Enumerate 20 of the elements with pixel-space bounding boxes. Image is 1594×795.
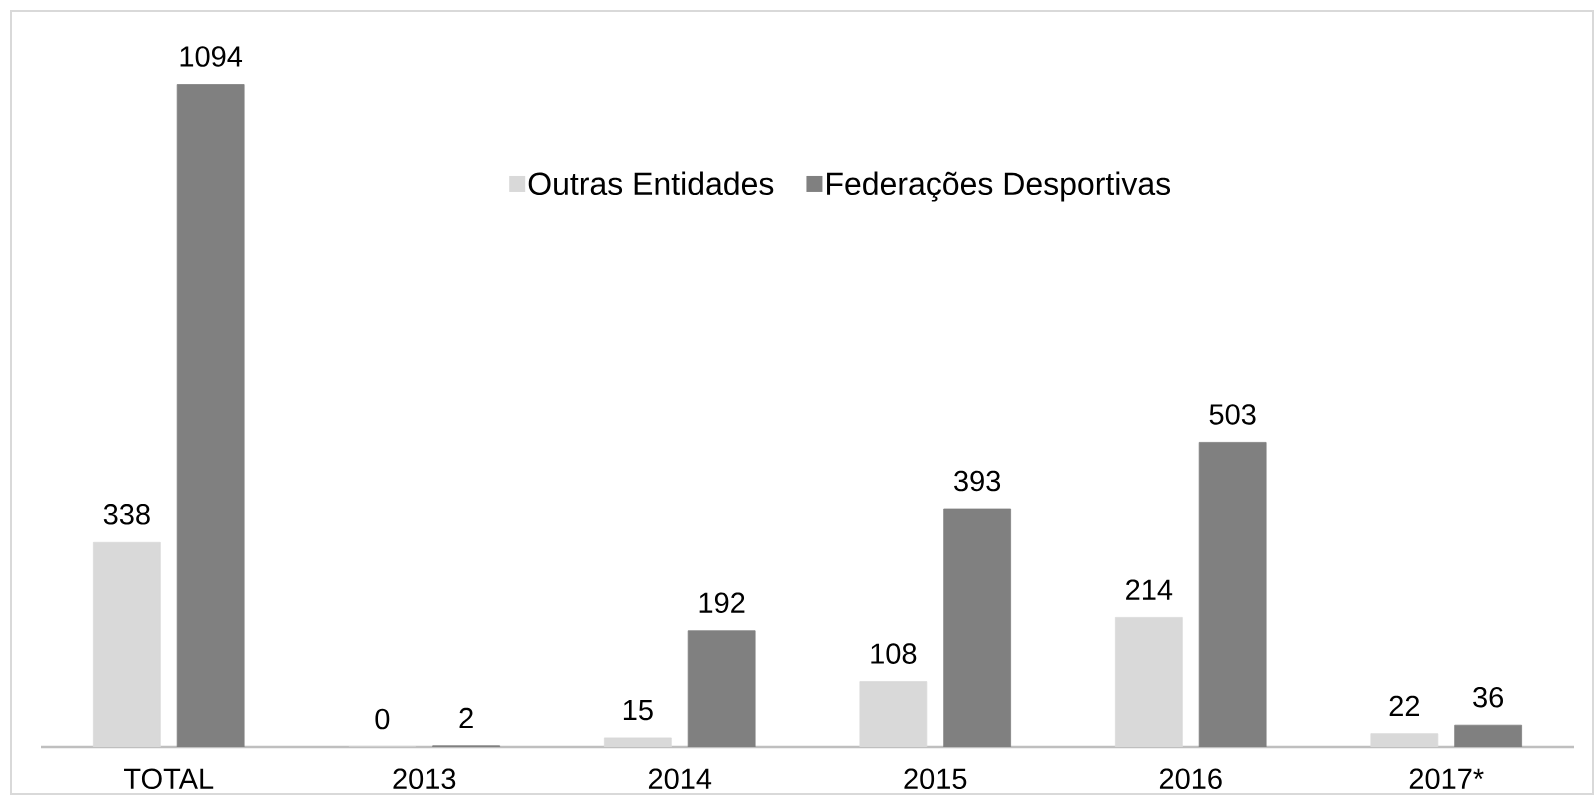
x-tick-label: 2016	[1159, 768, 1222, 790]
data-label: 393	[954, 470, 1001, 492]
x-tick-label: 2017*	[1409, 768, 1484, 790]
data-label: 338	[103, 504, 150, 525]
x-tick-label: 2013	[393, 768, 456, 790]
legend-label: Federações Desportivas	[827, 171, 1171, 202]
x-tick-label: TOTAL	[124, 768, 214, 790]
data-label: 2	[459, 707, 473, 729]
data-label: 22	[1389, 695, 1420, 716]
data-label: 15	[623, 699, 653, 721]
data-label: 214	[1126, 579, 1173, 600]
data-label: 0	[375, 708, 390, 730]
x-tick-label: 2014	[648, 768, 712, 790]
data-label: 108	[871, 643, 917, 664]
legend-label: Outras Entidades	[528, 171, 774, 196]
data-label: 192	[699, 592, 745, 614]
x-tick-label: 2015	[904, 768, 967, 790]
data-label: 503	[1209, 404, 1256, 425]
data-label: 36	[1473, 686, 1504, 708]
data-label: 1094	[180, 46, 243, 67]
